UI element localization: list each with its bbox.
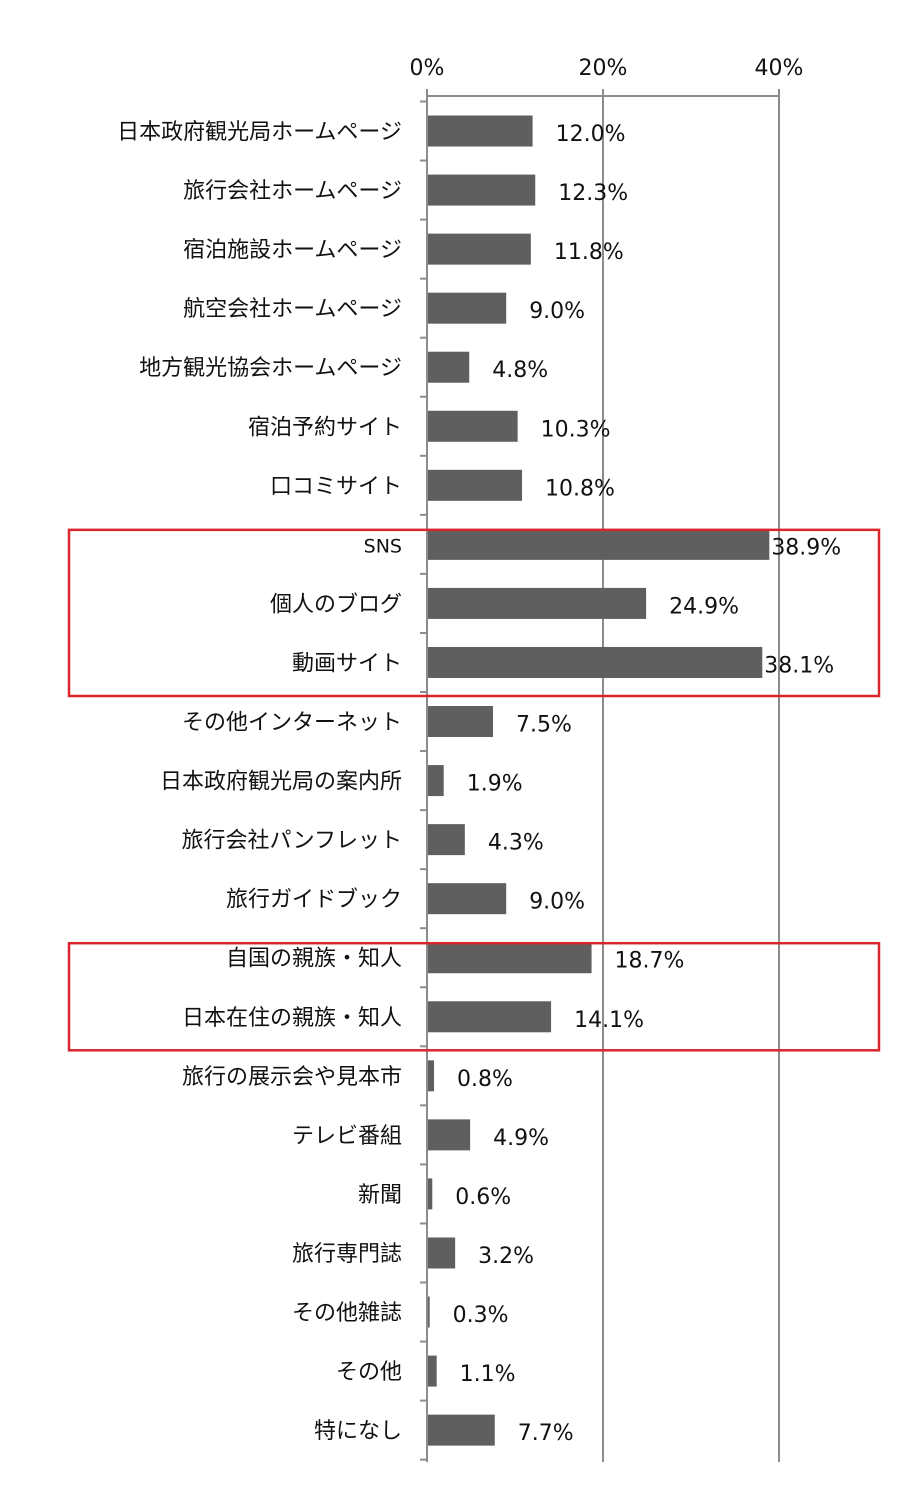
category-label: 旅行の展示会や見本市: [182, 1065, 402, 1090]
highlight-box: [67, 528, 881, 698]
data-label: 1.9%: [467, 772, 523, 797]
data-label: 14.1%: [574, 1008, 644, 1033]
data-label: 9.0%: [529, 299, 585, 324]
bar: [427, 174, 536, 206]
x-axis-ticks: 0% 20% 40%: [410, 56, 804, 96]
category-label: 旅行専門誌: [292, 1242, 402, 1267]
bar: [427, 706, 493, 738]
category-label: 新聞: [358, 1183, 402, 1208]
category-label: 個人のブログ: [270, 592, 402, 617]
bar: [427, 351, 470, 383]
data-label: 3.2%: [478, 1244, 534, 1269]
data-label: 0.3%: [453, 1303, 509, 1328]
category-label: 日本政府観光局ホームページ: [117, 120, 402, 145]
bar: [427, 883, 507, 915]
category-label: その他雑誌: [292, 1301, 402, 1326]
category-label: 日本在住の親族・知人: [182, 1006, 402, 1031]
bar: [427, 1178, 433, 1210]
bars: [427, 115, 770, 1446]
bar: [427, 1001, 552, 1033]
data-label: 7.5%: [516, 713, 572, 738]
bar: [427, 1355, 437, 1387]
data-label: 18.7%: [615, 949, 685, 974]
bar: [427, 469, 523, 501]
data-label: 12.3%: [558, 181, 628, 206]
category-label: 旅行会社パンフレット: [182, 829, 402, 854]
highlight-box: [67, 941, 881, 1052]
data-label: 4.8%: [492, 358, 548, 383]
category-label: テレビ番組: [292, 1124, 402, 1149]
data-label: 10.3%: [541, 417, 611, 442]
bar: [427, 1060, 435, 1092]
data-label: 0.8%: [457, 1067, 513, 1092]
bar: [427, 1296, 430, 1328]
data-label: 10.8%: [545, 476, 615, 501]
bar: [427, 646, 763, 678]
bar: [427, 528, 770, 560]
x-tick-label: 20%: [579, 56, 628, 81]
bar: [427, 824, 465, 856]
category-label: 旅行会社ホームページ: [183, 179, 402, 204]
category-label: その他インターネット: [182, 711, 402, 736]
x-tick-label: 0%: [410, 56, 445, 81]
bar: [427, 765, 444, 797]
category-label: 自国の親族・知人: [226, 947, 402, 972]
category-label: 宿泊予約サイト: [248, 415, 402, 440]
data-label: 38.1%: [764, 653, 834, 678]
highlight-boxes: [67, 528, 881, 1052]
bar: [427, 233, 531, 265]
labels: 日本政府観光局ホームページ 12.0% 旅行会社ホームページ 12.3% 宿泊施設ホーム…: [117, 120, 841, 1446]
category-axis: [420, 95, 779, 1462]
bar: [427, 1119, 471, 1151]
data-label: 7.7%: [518, 1421, 574, 1446]
bar: [427, 1237, 456, 1269]
bar: [427, 115, 533, 147]
data-label: 12.0%: [556, 122, 626, 147]
bar: [427, 1414, 495, 1446]
category-label: 宿泊施設ホームページ: [183, 238, 402, 263]
grid-lines: [602, 96, 780, 1462]
category-label: 特になし: [314, 1419, 402, 1444]
bar: [427, 410, 518, 442]
bar: [427, 587, 647, 619]
data-label: 11.8%: [554, 240, 624, 265]
category-label: 口コミサイト: [270, 474, 402, 499]
data-label: 24.9%: [669, 594, 739, 619]
bar: [427, 942, 592, 974]
data-label: 0.6%: [455, 1185, 511, 1210]
category-label: 地方観光協会ホームページ: [139, 356, 402, 381]
category-label: 旅行ガイドブック: [226, 888, 402, 913]
data-label: 4.3%: [488, 831, 544, 856]
data-label: 1.1%: [460, 1362, 516, 1387]
data-label: 4.9%: [493, 1126, 549, 1151]
category-label: SNS: [364, 535, 402, 557]
category-label: 日本政府観光局の案内所: [160, 770, 402, 795]
x-tick-label: 40%: [755, 56, 804, 81]
data-label: 9.0%: [529, 890, 585, 915]
data-label: 38.9%: [771, 535, 841, 560]
category-label: 動画サイト: [292, 651, 402, 676]
bar: [427, 292, 507, 324]
category-label: 航空会社ホームページ: [183, 297, 402, 322]
category-label: その他: [336, 1360, 402, 1385]
